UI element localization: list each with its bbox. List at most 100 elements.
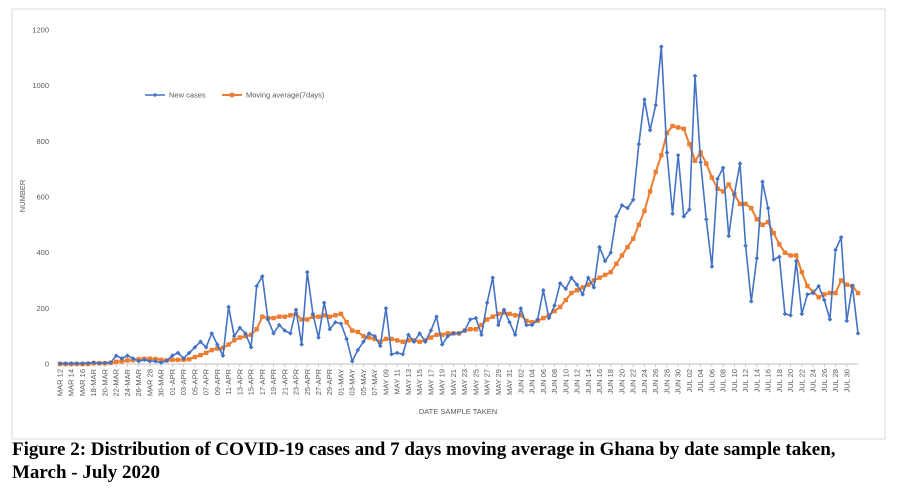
new-cases-point [647, 127, 653, 133]
x-tick-label: 30-MAR [157, 368, 166, 396]
new-cases-point [771, 257, 777, 262]
moving-average-7days-point [113, 359, 119, 364]
moving-average-7days-point [586, 282, 591, 287]
x-tick-label: MAR 12 [56, 369, 65, 396]
x-tick-label: JUL 14 [752, 369, 761, 393]
moving-average-7days-point [361, 333, 366, 339]
new-cases-point [439, 342, 445, 347]
moving-average-7days-point [479, 322, 484, 328]
x-tick-label: 22-MAR [112, 368, 121, 396]
x-tick-label: JUN 02 [516, 369, 525, 394]
new-cases-point [91, 360, 97, 365]
x-tick-label: JUL 16 [764, 369, 773, 393]
new-cases-point [220, 353, 226, 358]
moving-average-7days-point [232, 338, 237, 343]
x-tick-label: JUN 10 [561, 369, 570, 394]
moving-average-7days-point [659, 153, 664, 158]
moving-average-7days-point [125, 358, 130, 363]
new-cases-point [490, 275, 496, 281]
moving-average-7days-point [400, 339, 406, 344]
x-tick-label: JUN 12 [573, 369, 582, 394]
new-cases-point [630, 197, 636, 203]
new-cases-point [569, 275, 574, 281]
new-cases-point [827, 317, 833, 322]
new-cases-point [737, 161, 743, 166]
moving-average-7days-point [720, 189, 726, 194]
new-cases-point [670, 211, 675, 216]
x-tick-label: 01-APR [168, 368, 177, 395]
new-cases-point [181, 356, 186, 361]
new-cases-point [810, 290, 816, 296]
moving-average-7days-point [670, 123, 675, 129]
x-tick-label: JUL 20 [786, 369, 795, 393]
new-cases-point [276, 322, 282, 328]
moving-average-7days-point [782, 250, 788, 255]
x-tick-label: 17-APR [258, 368, 267, 395]
new-cases-point [209, 331, 215, 336]
x-tick-label: JUL 22 [797, 369, 806, 393]
series-layer [57, 44, 861, 367]
moving-average-7days-point [569, 290, 574, 296]
new-cases-point [462, 328, 467, 333]
x-tick-label: MAR 14 [67, 369, 76, 396]
x-tick-label: JUN 22 [629, 369, 638, 394]
x-axis-title: DATE SAMPLE TAKEN [419, 407, 497, 416]
new-cases-point [653, 102, 658, 108]
new-cases-point [186, 350, 192, 356]
y-tick-label: 400 [36, 248, 49, 257]
moving-average-7days-point [692, 158, 698, 164]
new-cases-point [664, 150, 670, 155]
new-cases-point [282, 328, 288, 333]
x-tick-label: JUL 28 [831, 369, 840, 393]
moving-average-7days-point [170, 357, 175, 363]
moving-average-7days-point [765, 219, 771, 225]
figure-caption: Figure 2: Distribution of COVID-19 cases… [12, 439, 836, 483]
new-cases-point [349, 358, 355, 364]
new-cases-point [321, 300, 327, 306]
new-cases-point [333, 319, 338, 325]
moving-average-7days-point [434, 332, 439, 337]
new-cases-point [833, 247, 838, 253]
moving-average-7days-point [608, 269, 613, 275]
new-cases-point [147, 358, 153, 364]
moving-average-7days-point [344, 320, 349, 325]
x-tick-label: 03-APR [179, 368, 188, 395]
new-cases-point [254, 283, 259, 289]
x-tick-label: 07-MAY [370, 369, 379, 396]
new-cases-point [540, 287, 546, 293]
new-cases-point [557, 280, 563, 286]
moving-average-7days-point [248, 332, 254, 337]
moving-average-7days-point [501, 310, 507, 315]
new-cases-point [614, 214, 619, 219]
moving-average-7days-point [580, 285, 585, 290]
new-cases-point [80, 361, 85, 366]
y-tick-label: 1000 [32, 81, 49, 90]
new-cases-point [372, 333, 378, 339]
new-cases-point [855, 331, 861, 336]
new-cases-point [687, 207, 692, 212]
new-cases-point [378, 343, 383, 349]
new-cases-point [765, 205, 771, 211]
x-tick-label: 05-APR [190, 368, 199, 395]
new-cases-point [512, 332, 518, 338]
moving-average-7days-point [445, 331, 450, 336]
new-cases-point [265, 317, 271, 322]
moving-average-7days-point [636, 222, 642, 228]
new-cases-point [108, 360, 113, 365]
y-axis-title: NUMBER [18, 179, 27, 212]
moving-average-7days-point [406, 338, 411, 343]
x-tick-label: MAY 29 [494, 369, 503, 395]
new-cases-point [406, 332, 411, 338]
moving-average-7days-point [389, 336, 394, 342]
moving-average-7days-point [147, 356, 153, 361]
moving-average-7days-point [822, 292, 827, 297]
new-cases-point [175, 350, 181, 356]
moving-average-7days-point [321, 313, 327, 318]
moving-average-7days-point [484, 317, 490, 322]
new-cases-point [816, 283, 821, 289]
moving-average-7days-point [383, 336, 389, 342]
moving-average-7days-point [709, 175, 715, 180]
moving-average-7days-point [496, 311, 501, 317]
moving-average-7days-point [518, 313, 524, 318]
x-tick-label: JUL 24 [809, 369, 818, 393]
